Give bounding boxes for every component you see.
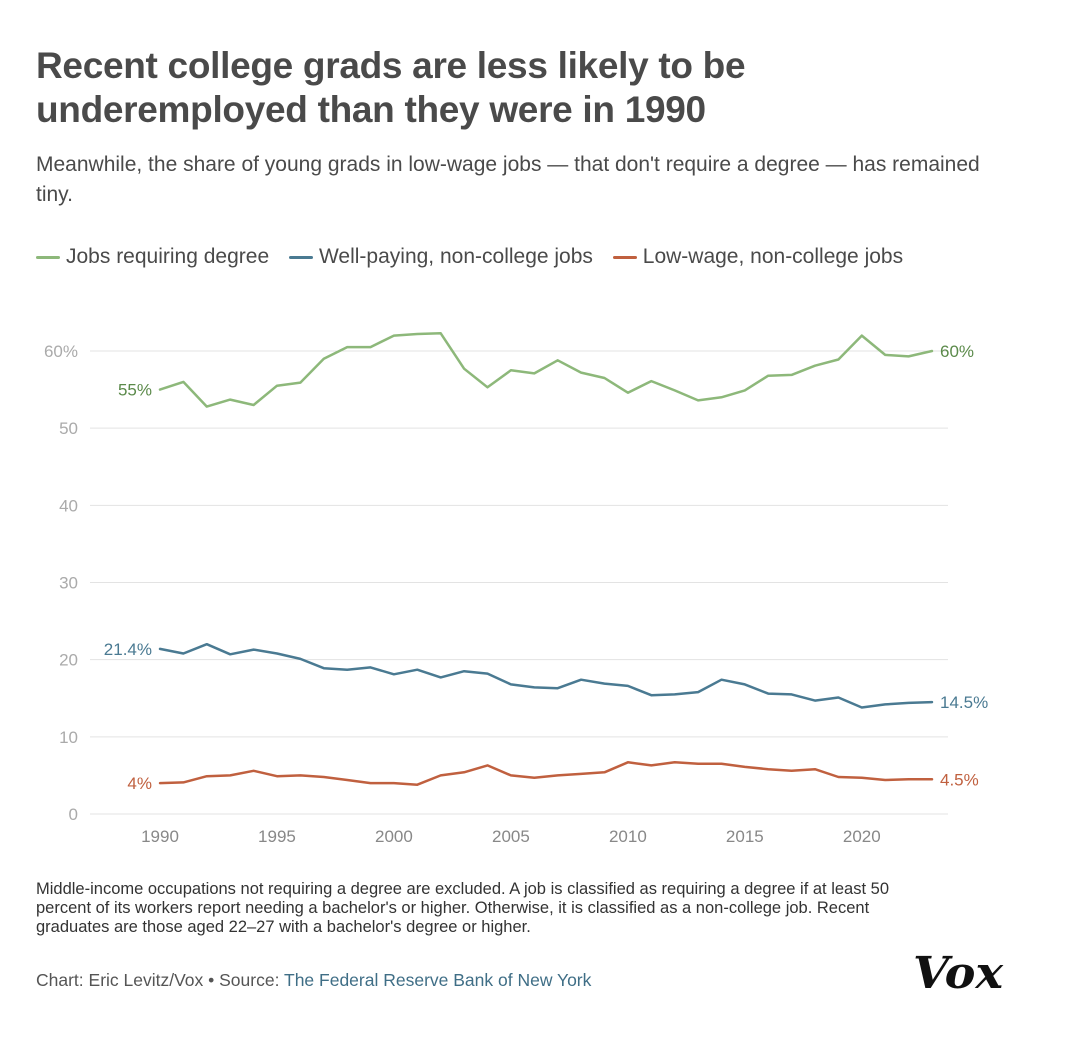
vox-logo: Vox bbox=[913, 948, 1004, 999]
legend-label-low-wage: Low-wage, non-college jobs bbox=[642, 245, 904, 268]
series-start-label-1: 21.4% bbox=[104, 640, 152, 659]
series-end-label-1: 14.5% bbox=[940, 693, 988, 712]
legend: Jobs requiring degree Well-paying, non-c… bbox=[36, 238, 996, 276]
series-line-1 bbox=[158, 642, 934, 709]
credit-prefix: Chart: Eric Levitz/Vox • Source: bbox=[36, 970, 284, 990]
series-end-label-2: 4.5% bbox=[940, 770, 979, 789]
x-tick-label: 2005 bbox=[492, 827, 530, 846]
y-tick-label: 60% bbox=[44, 342, 78, 361]
chart-title: Recent college grads are less likely to … bbox=[36, 45, 746, 130]
series-end-label-0: 60% bbox=[940, 342, 974, 361]
line-chart: 0 10 20 30 40 50 60% 1990 1995 2000 2005 2010 2015 20… bbox=[44, 332, 988, 846]
chart-subtitle: Meanwhile, the share of young grads in l… bbox=[36, 153, 980, 206]
source-link[interactable]: The Federal Reserve Bank of New York bbox=[284, 970, 592, 990]
y-tick-label: 50 bbox=[59, 419, 78, 438]
legend-swatch-low-wage bbox=[612, 255, 637, 259]
y-tick-label: 10 bbox=[59, 728, 78, 747]
series-line-2 bbox=[158, 761, 934, 786]
x-tick-label: 2000 bbox=[375, 827, 413, 846]
y-tick-label: 20 bbox=[59, 651, 78, 670]
x-tick-label: 2010 bbox=[609, 827, 647, 846]
x-tick-label: 1990 bbox=[141, 827, 179, 846]
y-tick-label: 30 bbox=[59, 574, 78, 593]
legend-item-low-wage: Low-wage, non-college jobs bbox=[612, 245, 904, 268]
x-tick-label: 2015 bbox=[726, 827, 764, 846]
chart-notes: Middle-income occupations not requiring … bbox=[36, 880, 890, 936]
legend-label-well-paying: Well-paying, non-college jobs bbox=[318, 245, 593, 268]
legend-item-well-paying: Well-paying, non-college jobs bbox=[288, 245, 593, 268]
legend-item-degree: Jobs requiring degree bbox=[36, 245, 269, 268]
series-line-0 bbox=[158, 332, 934, 408]
vox-logo-text: Vox bbox=[913, 948, 1004, 999]
x-tick-label: 1995 bbox=[258, 827, 296, 846]
series-start-label-0: 55% bbox=[118, 381, 152, 400]
x-tick-label: 2020 bbox=[843, 827, 881, 846]
y-tick-label: 40 bbox=[59, 496, 78, 515]
chart-credit: Chart: Eric Levitz/Vox • Source: The Fed… bbox=[36, 970, 591, 991]
legend-swatch-degree bbox=[36, 255, 60, 259]
y-tick-label: 0 bbox=[69, 805, 78, 824]
series-start-label-2: 4% bbox=[127, 774, 152, 793]
legend-label-degree: Jobs requiring degree bbox=[66, 245, 270, 268]
legend-swatch-well-paying bbox=[288, 255, 313, 259]
